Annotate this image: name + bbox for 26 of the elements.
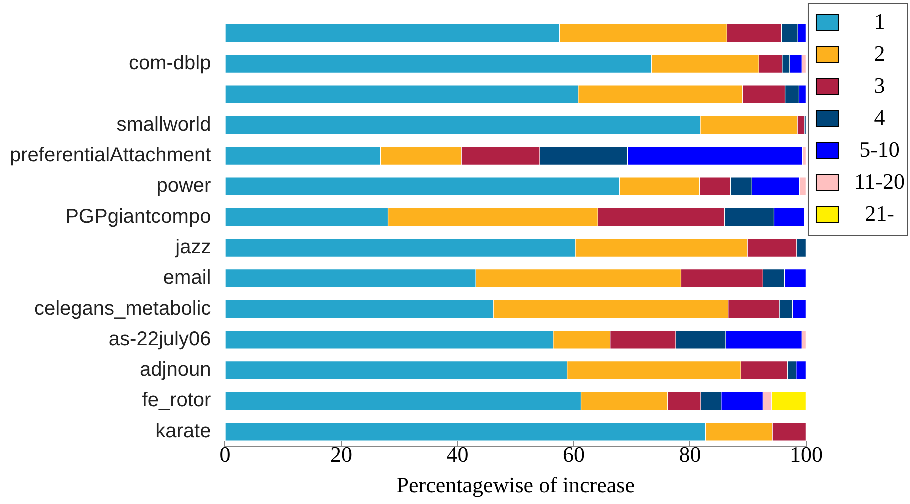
y-tick-label: email xyxy=(163,267,212,290)
y-tick-label: preferentialAttachment xyxy=(10,144,212,166)
legend-label: 5-10 xyxy=(860,136,900,162)
legend-label: 11-20 xyxy=(854,168,906,194)
legend-label: 3 xyxy=(874,72,886,98)
x-tick-label: 80 xyxy=(679,442,702,468)
y-tick-label: smallworld xyxy=(116,114,212,136)
y-tick-label: karate xyxy=(156,420,212,442)
x-tick-label: 0 xyxy=(220,442,231,468)
legend-label: 4 xyxy=(874,104,886,130)
y-tick-label: fe_rotor xyxy=(142,390,212,412)
y-tick-label: adjnoun xyxy=(140,359,212,382)
legend-label: 1 xyxy=(874,8,886,34)
y-tick-label: power xyxy=(156,175,212,198)
y-tick-label: celegans_metabolic xyxy=(34,298,212,320)
legend-label: 2 xyxy=(874,40,886,66)
y-tick-label: jazz xyxy=(174,236,212,258)
y-tick-label: com-dblp xyxy=(128,52,212,74)
legend-label: 21- xyxy=(865,200,894,226)
x-axis-title: Percentagewise of increase xyxy=(396,472,635,498)
y-tick-label: PGPgiantcompo xyxy=(66,206,212,228)
x-tick-label: 20 xyxy=(330,442,352,468)
x-tick-label: 40 xyxy=(446,442,469,468)
x-tick-label: 60 xyxy=(562,442,585,468)
y-tick-label: as-22july06 xyxy=(108,328,212,350)
x-tick-label: 100 xyxy=(790,442,823,468)
